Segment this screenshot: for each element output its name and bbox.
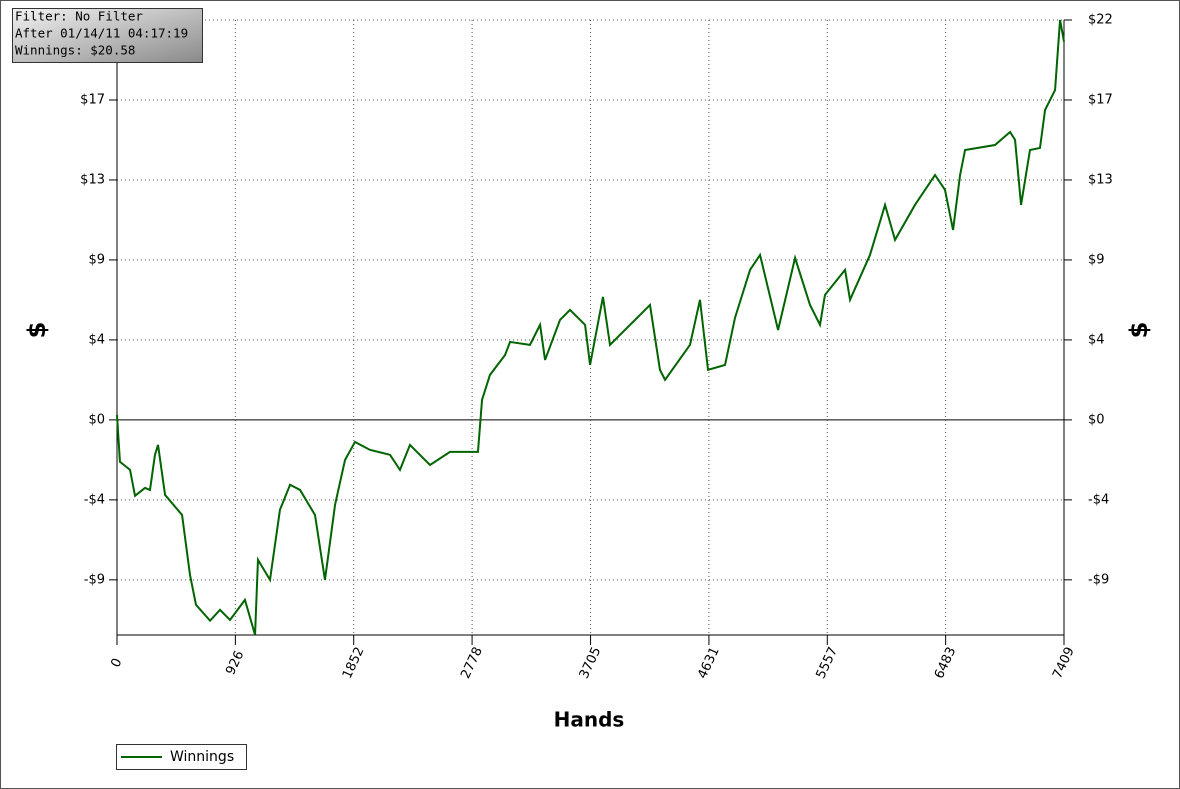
y2-tick-label: $13 xyxy=(1088,172,1113,187)
info-line: Winnings: $20.58 xyxy=(15,43,135,58)
y2-axis-title: $ xyxy=(1125,322,1153,339)
y2-tick-label: $17 xyxy=(1088,92,1113,107)
y-tick-label: -$4 xyxy=(84,492,105,507)
legend: Winnings xyxy=(116,744,247,770)
y2-tick-label: $4 xyxy=(1088,332,1105,347)
y2-tick-label: -$9 xyxy=(1088,572,1109,587)
y-tick-label: $13 xyxy=(80,172,105,187)
y2-tick-label: $9 xyxy=(1088,252,1105,267)
y-tick-label: $9 xyxy=(88,252,105,267)
y-axis-title: $ xyxy=(23,322,51,339)
y-tick-label: $4 xyxy=(88,332,105,347)
y2-tick-label: $0 xyxy=(1088,412,1105,427)
y2-tick-label: -$4 xyxy=(1088,492,1109,507)
plot-layer: -$9-$4$0$4$9$13$17$22-$9-$4$0$4$9$13$17$… xyxy=(80,13,1113,682)
y2-tick-label: $22 xyxy=(1088,13,1113,28)
y-tick-label: -$9 xyxy=(84,572,105,587)
y-tick-label: $17 xyxy=(80,92,105,107)
info-line: After 01/14/11 04:17:19 xyxy=(15,26,188,41)
series-line xyxy=(116,19,1065,636)
y-tick-label: $0 xyxy=(88,412,105,427)
info-line: Filter: No Filter xyxy=(15,9,143,24)
legend-label: Winnings xyxy=(170,749,234,765)
x-axis-title: Hands xyxy=(554,708,625,732)
info-background xyxy=(12,8,203,63)
info-box: Filter: No Filter After 01/14/11 04:17:1… xyxy=(12,8,203,63)
